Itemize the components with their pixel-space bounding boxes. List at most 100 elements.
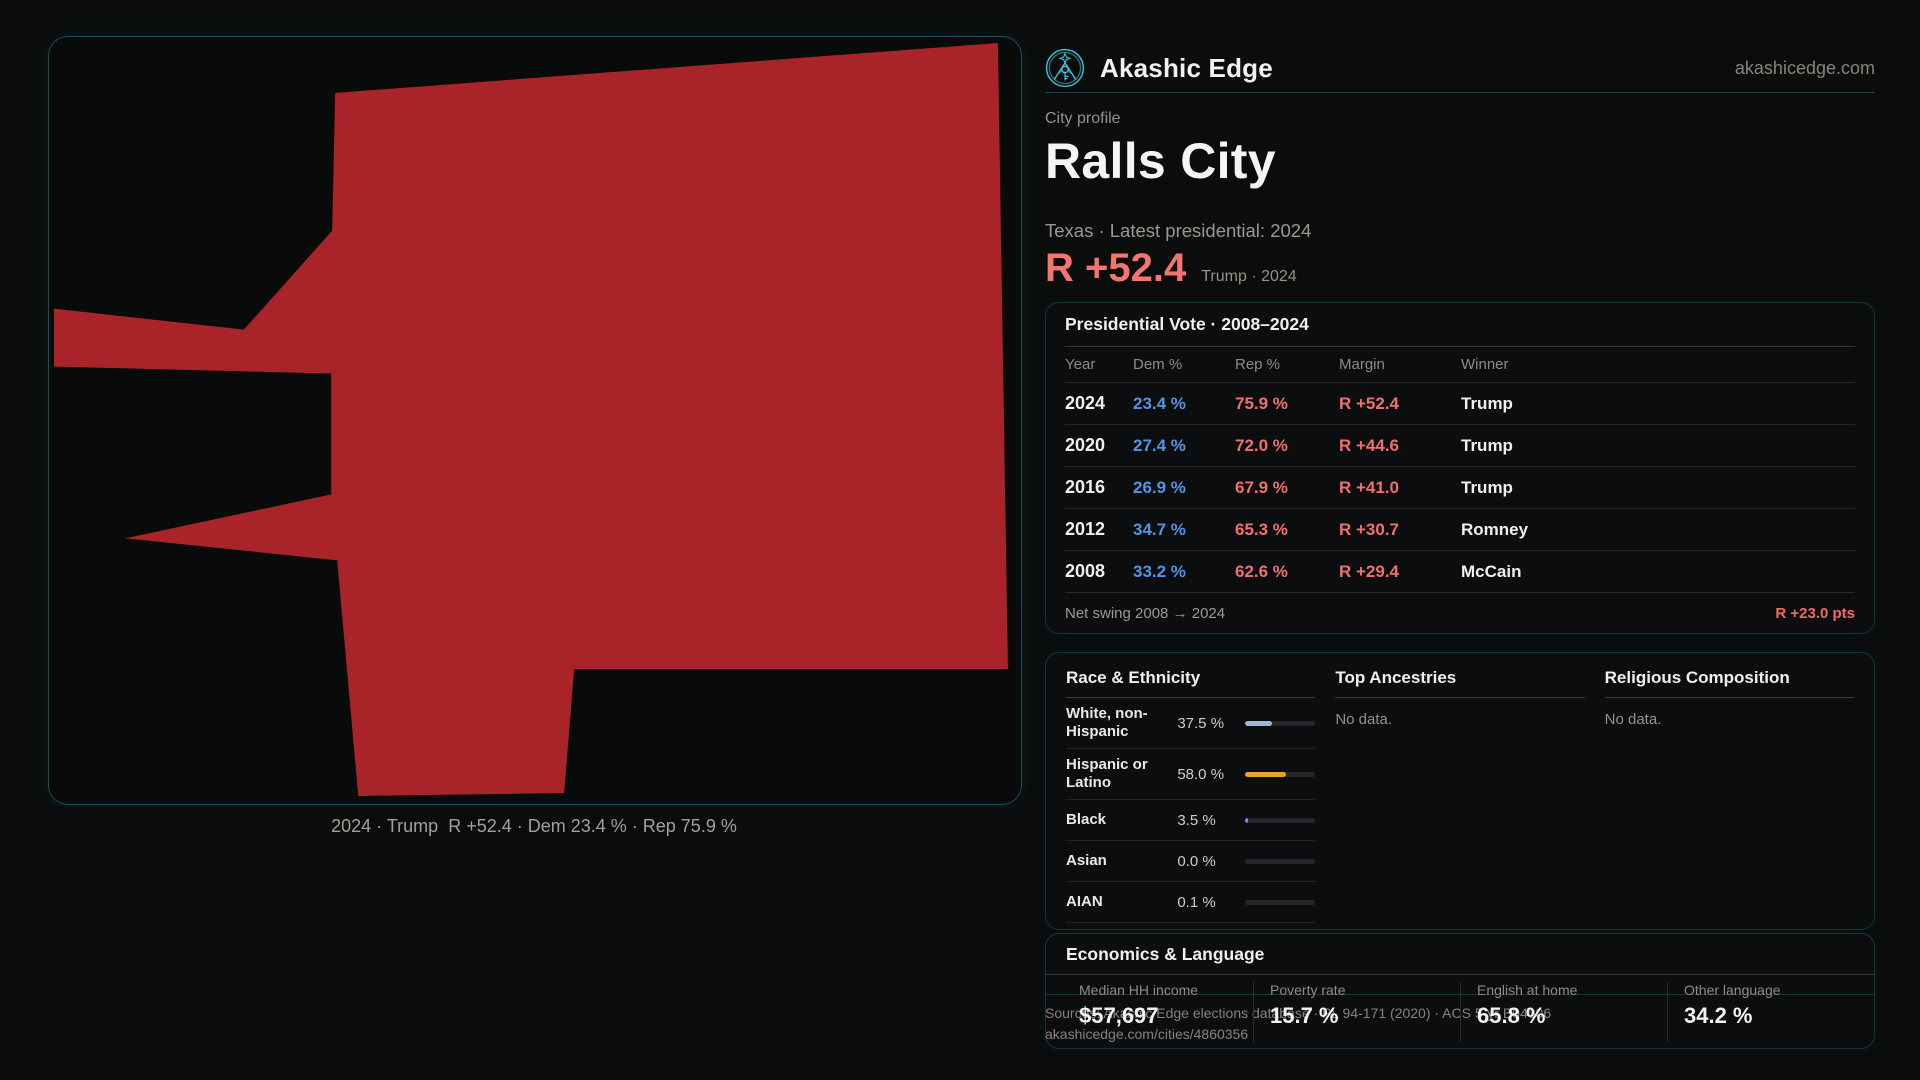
cell-rep-pct: 67.9 %: [1235, 477, 1288, 497]
sources-footer: Sources: Akashic Edge elections database…: [1045, 1003, 1551, 1045]
cell-winner: Trump: [1461, 435, 1513, 455]
race-value: 37.5 %: [1177, 714, 1225, 732]
economics-stat: English at home 65.8 %: [1460, 982, 1667, 1042]
latest-margin-row: R +52.4 Trump · 2024: [1045, 246, 1297, 291]
race-value: 3.5 %: [1177, 811, 1216, 829]
economics-stats-row: Median HH income $57,697 Poverty rate 15.7 …: [1046, 975, 1874, 1042]
cell-year: 2016: [1065, 477, 1106, 497]
cell-rep-pct: 65.3 %: [1235, 519, 1288, 539]
presidential-table-row: 2012 34.7 % 65.3 % R +30.7 Romney: [1065, 509, 1855, 551]
race-bar-track: [1245, 817, 1316, 823]
cell-margin: R +30.7: [1339, 519, 1400, 539]
city-boundary-polygon: [54, 42, 1008, 797]
top-ancestries-section: Top Ancestries No data.: [1335, 668, 1585, 923]
cell-margin: R +29.4: [1339, 561, 1400, 581]
race-row: AIAN 0.1 %: [1066, 882, 1316, 923]
latest-margin-value: R +52.4: [1045, 246, 1187, 290]
city-boundary-map: [48, 36, 1022, 805]
cell-dem-pct: 23.4 %: [1133, 393, 1186, 413]
cell-year: 2020: [1065, 435, 1106, 455]
cell-margin: R +44.6: [1339, 435, 1400, 455]
cell-rep-pct: 72.0 %: [1235, 435, 1288, 455]
race-bar-fill: [1245, 771, 1286, 777]
race-row: Hispanic or Latino 58.0 %: [1066, 749, 1316, 800]
top-ancestries-title: Top Ancestries: [1335, 668, 1585, 698]
race-label: Hispanic or Latino: [1066, 756, 1148, 791]
race-row: White, non-Hispanic 37.5 %: [1066, 698, 1316, 749]
net-swing-value: R +23.0 pts: [1775, 605, 1855, 622]
app-header: Akashic Edge akashicedge.com: [1045, 44, 1875, 93]
sources-line: Sources: Akashic Edge elections database…: [1045, 1005, 1552, 1021]
presidential-table-row: 2024 23.4 % 75.9 % R +52.4 Trump: [1065, 383, 1855, 425]
cell-year: 2008: [1065, 561, 1106, 581]
economics-stat: Median HH income $57,697: [1046, 982, 1253, 1042]
race-label: Asian: [1066, 852, 1107, 869]
cell-margin: R +52.4: [1339, 393, 1400, 413]
cell-dem-pct: 27.4 %: [1133, 435, 1186, 455]
race-bar-track: [1245, 858, 1316, 864]
race-row: Black 3.5 %: [1066, 800, 1316, 841]
stat-label: English at home: [1477, 982, 1578, 998]
stat-label: Median HH income: [1079, 982, 1199, 998]
stat-value: 15.7 %: [1270, 1003, 1339, 1028]
presidential-table-row: 2020 27.4 % 72.0 % R +44.6 Trump: [1065, 425, 1855, 467]
race-value: 0.1 %: [1177, 893, 1216, 911]
col-rep: Rep %: [1235, 356, 1281, 373]
akashic-edge-logo-icon: [1045, 48, 1085, 88]
presidential-table-rows: 2024 23.4 % 75.9 % R +52.4 Trump 2020 27.4 % 72…: [1065, 383, 1855, 592]
race-value: 0.0 %: [1177, 852, 1216, 870]
page-title: Ralls City: [1045, 133, 1276, 189]
cell-dem-pct: 34.7 %: [1133, 519, 1186, 539]
net-swing-label: Net swing 2008 → 2024: [1065, 605, 1226, 622]
cell-dem-pct: 26.9 %: [1133, 477, 1186, 497]
stat-value: $57,697: [1079, 1003, 1159, 1028]
presidential-vote-card: Presidential Vote · 2008–2024 Year Dem %…: [1045, 302, 1875, 634]
cell-year: 2012: [1065, 519, 1106, 539]
brand-domain-link[interactable]: akashicedge.com: [1734, 57, 1875, 78]
col-winner: Winner: [1461, 356, 1509, 373]
race-ethnicity-title: Race & Ethnicity: [1066, 668, 1316, 698]
economics-stat: Poverty rate 15.7 %: [1253, 982, 1460, 1042]
col-year: Year: [1065, 356, 1096, 373]
race-bar-track: [1245, 771, 1316, 777]
cell-rep-pct: 62.6 %: [1235, 561, 1288, 581]
stat-value: 34.2 %: [1684, 1003, 1753, 1028]
religious-composition-empty: No data.: [1604, 711, 1662, 728]
cell-winner: Trump: [1461, 393, 1513, 413]
map-caption: 2024 · Trump R +52.4 · Dem 23.4 % · Rep …: [331, 816, 737, 836]
presidential-table-row: 2008 33.2 % 62.6 % R +29.4 McCain: [1065, 551, 1855, 592]
cell-winner: McCain: [1461, 561, 1522, 581]
religious-composition-title: Religious Composition: [1604, 668, 1854, 698]
economics-language-card: Economics & Language Median HH income $57…: [1045, 933, 1875, 1049]
page-subtitle: Texas · Latest presidential: 2024: [1045, 220, 1312, 241]
economics-card-title: Economics & Language: [1046, 944, 1874, 975]
economics-stat: Other language 34.2 %: [1667, 982, 1874, 1042]
demographics-card: Race & Ethnicity White, non-Hispanic 37.5…: [1045, 652, 1875, 930]
page-eyebrow: City profile: [1045, 110, 1121, 127]
latest-margin-note: Trump · 2024: [1201, 268, 1297, 285]
col-dem: Dem %: [1133, 356, 1183, 373]
race-ethnicity-section: Race & Ethnicity White, non-Hispanic 37.5…: [1066, 668, 1316, 923]
race-bar-fill: [1245, 720, 1272, 726]
presidential-card-title: Presidential Vote · 2008–2024: [1065, 314, 1855, 347]
col-margin: Margin: [1339, 356, 1385, 373]
cell-winner: Trump: [1461, 477, 1513, 497]
top-ancestries-empty: No data.: [1335, 711, 1393, 728]
cell-year: 2024: [1065, 393, 1106, 413]
stat-label: Poverty rate: [1270, 982, 1346, 998]
race-ethnicity-rows: White, non-Hispanic 37.5 % Hispanic or Lat…: [1066, 698, 1316, 923]
net-swing-row: Net swing 2008 → 2024 R +23.0 pts: [1065, 592, 1855, 634]
cell-rep-pct: 75.9 %: [1235, 393, 1288, 413]
presidential-table-header: Year Dem % Rep % Margin Winner: [1065, 347, 1855, 383]
race-bar-fill: [1245, 817, 1248, 823]
cell-winner: Romney: [1461, 519, 1529, 539]
race-row: Asian 0.0 %: [1066, 841, 1316, 882]
profile-content: Akashic Edge akashicedge.com City profil…: [1045, 0, 1875, 1080]
permalink-url[interactable]: akashicedge.com/cities/4860356: [1045, 1026, 1249, 1042]
race-label: Black: [1066, 811, 1107, 828]
race-bar-track: [1245, 899, 1316, 905]
cell-dem-pct: 33.2 %: [1133, 561, 1186, 581]
race-bar-track: [1245, 720, 1316, 726]
race-value: 58.0 %: [1177, 765, 1225, 783]
